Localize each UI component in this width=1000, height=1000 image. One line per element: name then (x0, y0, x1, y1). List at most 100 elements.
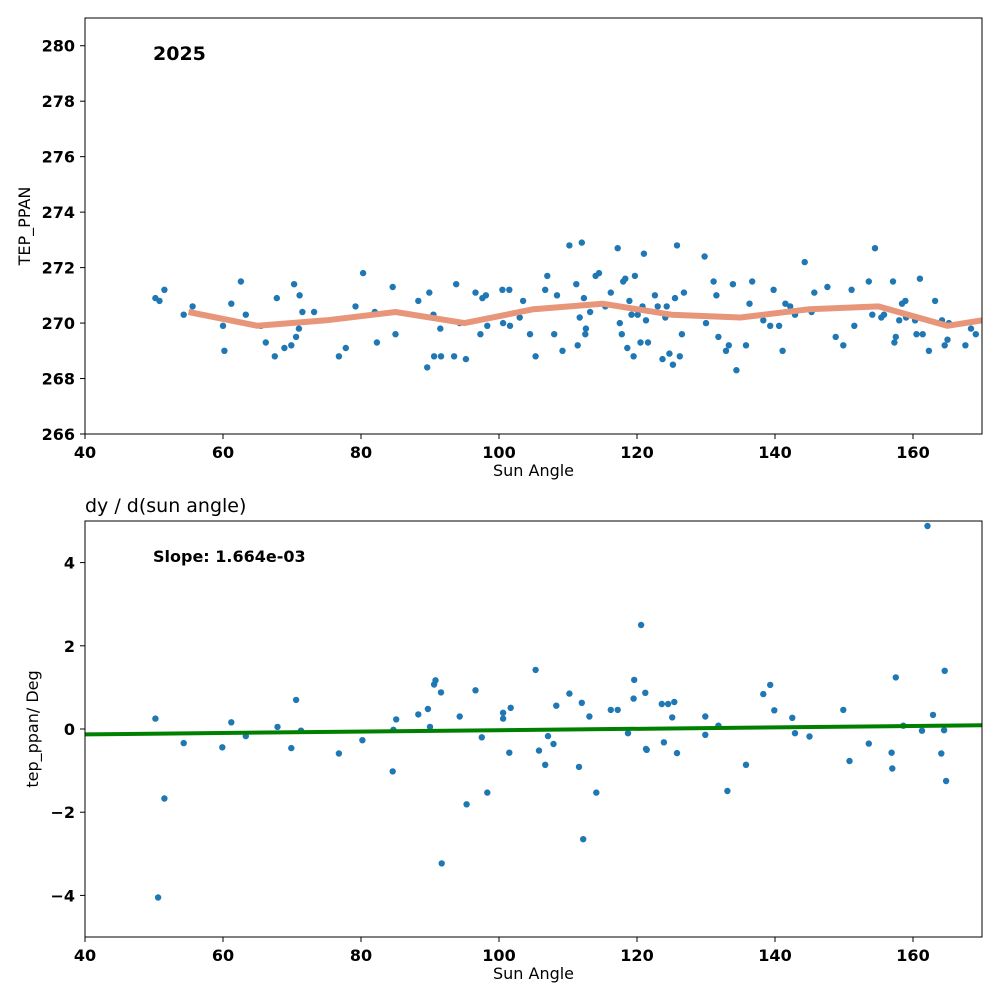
data-point (889, 765, 896, 772)
data-point (614, 706, 621, 714)
data-point (424, 705, 432, 713)
data-point (658, 700, 665, 708)
data-point (228, 300, 235, 307)
data-point (553, 292, 561, 299)
x-axis-label: Sun Angle (493, 964, 574, 983)
data-point (678, 331, 686, 338)
data-point (582, 331, 589, 338)
y-tick-label: 276 (42, 148, 75, 167)
data-point (437, 689, 445, 696)
data-point (532, 666, 539, 674)
x-tick-label: 160 (896, 443, 929, 462)
data-point (152, 715, 159, 722)
data-point (426, 723, 434, 731)
data-point (237, 278, 245, 285)
data-point (506, 322, 514, 329)
data-point (767, 322, 774, 329)
data-point (628, 311, 635, 318)
data-point (219, 744, 226, 751)
data-point (499, 319, 507, 327)
data-point (295, 325, 303, 332)
slope-fit-line (85, 723, 982, 737)
data-point (643, 746, 650, 753)
data-point (749, 278, 756, 285)
data-point (865, 740, 872, 747)
data-point (673, 749, 681, 757)
data-point (578, 239, 585, 246)
data-point (671, 294, 679, 302)
data-point (542, 286, 549, 293)
data-point (290, 281, 298, 288)
data-point (669, 361, 677, 368)
data-point (607, 289, 614, 296)
data-point (292, 333, 300, 341)
data-point (499, 286, 506, 293)
data-point (806, 733, 813, 740)
data-point (499, 709, 507, 716)
data-point (941, 667, 948, 674)
data-point (902, 297, 909, 305)
data-point (424, 364, 431, 371)
y-tick-label: 268 (42, 370, 75, 389)
data-point (616, 319, 623, 327)
data-point (622, 275, 629, 282)
data-point (550, 740, 557, 748)
data-point (791, 730, 799, 737)
data-point (472, 687, 479, 694)
data-point (566, 242, 573, 249)
data-point (463, 801, 470, 808)
data-point (659, 355, 666, 363)
data-point (393, 716, 400, 723)
data-point (680, 289, 688, 296)
data-point (484, 322, 491, 329)
data-point (219, 322, 227, 329)
y-tick-label: 270 (42, 314, 75, 333)
x-tick-label: 160 (896, 946, 929, 965)
x-tick-label: 140 (758, 946, 791, 965)
data-point (889, 278, 897, 285)
data-point (642, 317, 650, 324)
data-point (729, 281, 737, 288)
data-point (676, 353, 683, 360)
data-point (593, 789, 600, 796)
data-point (767, 681, 774, 689)
slope-panel: 40 60 80 100 120 140 160 −4 −2 0 2 4 dy / d(sun ang… (23, 495, 983, 983)
data-point (702, 731, 709, 738)
data-point (913, 331, 920, 338)
data-point (787, 303, 794, 310)
data-point (654, 303, 661, 310)
x-tick-label: 140 (758, 443, 791, 462)
smoothed-trend-line (187, 300, 982, 329)
data-point (478, 734, 485, 741)
data-point (664, 700, 672, 708)
y-tick-label: 272 (42, 259, 75, 278)
data-point (430, 353, 438, 360)
y-tick-label: 274 (42, 203, 75, 222)
data-point (896, 317, 903, 324)
data-point (869, 311, 876, 318)
y-tick-label: −4 (50, 886, 75, 905)
data-point (789, 714, 796, 721)
data-point (462, 355, 470, 363)
data-point (156, 297, 163, 305)
y-axis-label: TEP_PPAN (15, 187, 35, 267)
data-point (840, 706, 847, 714)
y-tick-label: 0 (64, 720, 75, 739)
data-point (640, 250, 648, 257)
y-tick-label: 2 (64, 637, 75, 656)
data-point (482, 292, 490, 299)
data-point (180, 739, 187, 747)
data-point (189, 303, 196, 310)
data-point (389, 283, 396, 291)
x-tick-label: 120 (620, 443, 653, 462)
data-point (456, 713, 463, 720)
data-point (624, 730, 632, 737)
data-point (526, 331, 534, 338)
data-point (359, 737, 366, 744)
data-point (733, 367, 740, 374)
data-point (472, 289, 479, 296)
data-point (942, 777, 950, 785)
data-point (242, 311, 249, 318)
data-point (941, 342, 948, 349)
